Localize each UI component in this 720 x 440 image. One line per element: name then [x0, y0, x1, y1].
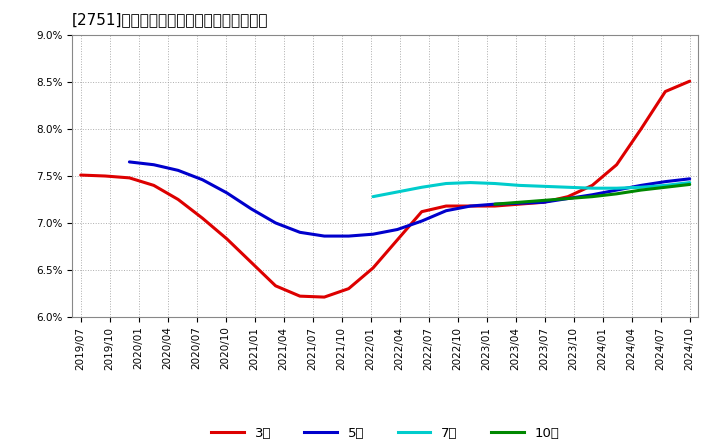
- Legend: 3年, 5年, 7年, 10年: 3年, 5年, 7年, 10年: [206, 422, 564, 440]
- Text: [2751]　経常利益マージンの平均値の推移: [2751] 経常利益マージンの平均値の推移: [72, 12, 269, 27]
